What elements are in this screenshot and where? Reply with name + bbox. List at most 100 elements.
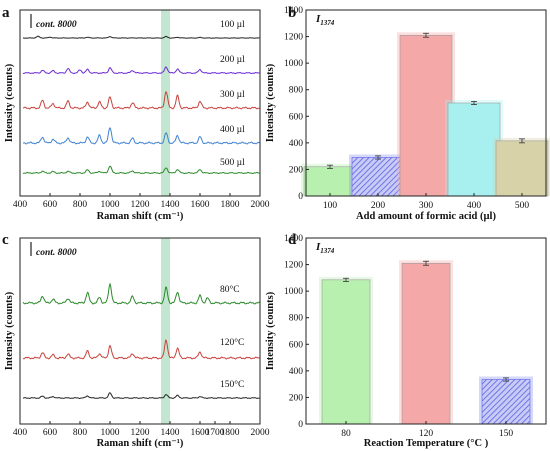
panel-label-c: c — [2, 232, 9, 248]
c-xtick-label: 1800 — [221, 428, 240, 438]
c-xtick-label: 1400 — [161, 428, 180, 438]
d-ytick-label: 1000 — [284, 287, 303, 297]
d-bar-2 — [481, 379, 531, 425]
a-series-0-line — [22, 35, 260, 39]
d-ytick-label: 1200 — [284, 261, 303, 271]
a-y-axis-label: Intensity (counts) — [4, 63, 15, 142]
c-xtick-label: 2000 — [251, 428, 270, 438]
b-ytick-label: 200 — [289, 165, 304, 175]
c-series-group — [22, 282, 260, 400]
c-series-2-line — [23, 392, 260, 400]
b-bar-4 — [495, 140, 549, 197]
b-bars-group — [301, 32, 550, 197]
d-ytick-label: 1400 — [284, 234, 303, 244]
b-bar-3 — [447, 102, 501, 197]
b-xtick-label: 300 — [419, 201, 434, 211]
a-scale-label: cont. 8000 — [36, 20, 77, 30]
d-xtick-label: 80 — [341, 429, 351, 439]
b-xtick-label: 100 — [323, 201, 338, 211]
c-plot-frame — [19, 237, 261, 425]
c-series-0-line — [22, 282, 260, 305]
panel-label-a: a — [2, 5, 10, 21]
d-x-ticks: 80 120 150 — [341, 421, 513, 439]
c-xtick-label: 1700 — [206, 428, 225, 438]
b-ytick-label: 800 — [289, 86, 304, 96]
panel-d-bar-chart: 0 200 400 600 800 1000 1200 1400 80 120 150 I1374… — [265, 234, 547, 449]
b-xtick-label: 500 — [515, 201, 530, 211]
b-bar-1 — [351, 157, 405, 197]
b-bar-2 — [399, 34, 453, 197]
d-ytick-label: 200 — [289, 393, 304, 403]
c-highlight-band — [161, 238, 170, 424]
d-ytick-label: 400 — [289, 367, 304, 377]
d-ytick-label: 800 — [289, 314, 304, 324]
d-bar-1 — [401, 262, 451, 425]
b-bar-0 — [303, 166, 357, 197]
b-ytick-label: 0 — [298, 192, 303, 202]
d-y-axis-label: Intensity (counts) — [265, 291, 276, 370]
a-xtick-label: 1600 — [191, 200, 210, 210]
a-x-ticks: 400 600 800 1000 1200 1400 1600 1800 2000 — [13, 193, 270, 210]
c-xtick-label: 400 — [13, 428, 28, 438]
d-ytick-label: 0 — [298, 420, 303, 430]
c-y-axis-label: Intensity (counts) — [4, 291, 15, 370]
c-x-axis-label: Raman shift (cm⁻¹) — [97, 438, 184, 449]
b-x-axis-label: Add amount of formic acid (µl) — [356, 211, 496, 222]
a-series-1-label: 200 µl — [220, 55, 245, 65]
a-xtick-label: 600 — [43, 200, 58, 210]
a-xtick-label: 1000 — [101, 200, 120, 210]
b-title: I1374 — [315, 13, 335, 27]
c-xtick-label: 1000 — [101, 428, 120, 438]
c-xtick-label: 1200 — [131, 428, 150, 438]
d-title: I1374 — [315, 241, 335, 255]
a-series-3-line — [23, 127, 260, 145]
a-series-2-label: 300 µl — [220, 90, 245, 100]
b-y-ticks: 0 200 400 600 800 1000 1200 1400 — [284, 6, 309, 202]
a-series-2-line — [23, 91, 260, 110]
c-xtick-label: 600 — [43, 428, 58, 438]
b-ytick-label: 1000 — [284, 59, 303, 69]
a-highlight-band — [161, 10, 170, 196]
d-xtick-label: 150 — [499, 429, 514, 439]
b-x-ticks: 100 200 300 400 500 — [323, 193, 530, 211]
a-series-0-label: 100 µl — [220, 20, 245, 30]
a-xtick-label: 1400 — [161, 200, 180, 210]
c-series-0-label: 80°C — [220, 284, 240, 295]
a-series-4-line — [22, 165, 260, 175]
c-series-labels: 80°C 120°C 150°C — [220, 284, 244, 390]
c-series-2-label: 150°C — [220, 379, 244, 390]
d-ytick-label: 600 — [289, 340, 304, 350]
a-series-group — [22, 35, 260, 175]
a-xtick-label: 2000 — [251, 200, 270, 210]
c-series-1-label: 120°C — [220, 337, 244, 348]
b-ytick-label: 400 — [289, 139, 304, 149]
c-scale-label: cont. 8000 — [36, 248, 77, 258]
d-bar-0 — [321, 279, 371, 425]
panel-label-d: d — [288, 232, 297, 248]
panel-label-b: b — [288, 5, 296, 21]
a-xtick-label: 1800 — [221, 200, 240, 210]
d-bars-group — [319, 260, 533, 425]
a-series-3-label: 400 µl — [220, 125, 245, 135]
b-y-axis-label: Intensity (counts) — [265, 63, 276, 142]
c-xtick-label: 1600 — [191, 428, 210, 438]
panel-a-raman-spectra: 400 600 800 1000 1200 1400 1600 1800 2000 cont. … — [4, 9, 270, 222]
d-xtick-label: 120 — [419, 429, 434, 439]
b-xtick-label: 200 — [371, 201, 386, 211]
a-xtick-label: 400 — [13, 200, 28, 210]
a-xtick-label: 1200 — [131, 200, 150, 210]
c-series-1-line — [22, 339, 260, 360]
a-series-labels: 100 µl 200 µl 300 µl 400 µl 500 µl — [220, 20, 245, 168]
b-xtick-label: 400 — [467, 201, 482, 211]
b-ytick-label: 1400 — [284, 6, 303, 16]
a-xtick-label: 800 — [73, 200, 88, 210]
a-x-axis-label: Raman shift (cm⁻¹) — [97, 211, 184, 222]
panel-b-bar-chart: 0 200 400 600 800 1000 1200 1400 100 200 300 400 50… — [265, 6, 550, 222]
a-series-1-line — [22, 66, 260, 75]
b-ytick-label: 600 — [289, 112, 304, 122]
c-xtick-label: 800 — [73, 428, 88, 438]
d-y-ticks: 0 200 400 600 800 1000 1200 1400 — [284, 234, 309, 430]
